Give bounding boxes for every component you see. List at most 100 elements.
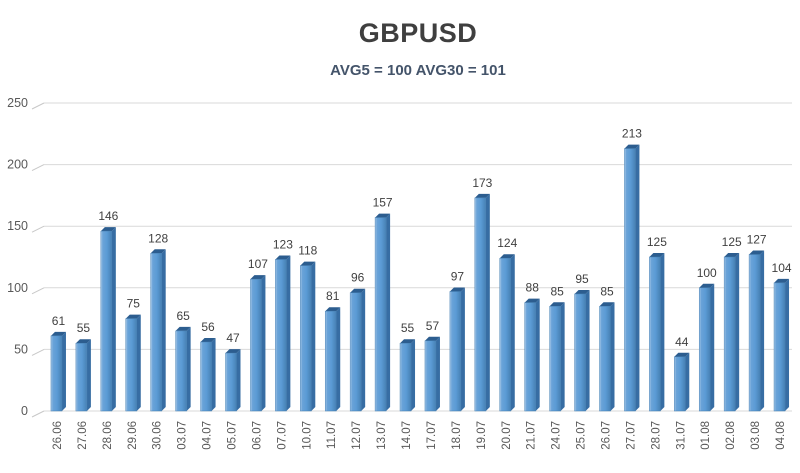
bar-side-face: [735, 253, 740, 411]
bar-top-face: [125, 314, 141, 319]
bar: [698, 287, 711, 412]
bar-top-face: [549, 302, 565, 307]
bar-side-face: [760, 250, 765, 411]
bar-top-face: [175, 326, 191, 331]
bar-value-label: 146: [98, 209, 118, 223]
bar: [100, 230, 113, 412]
bar-value-label: 61: [52, 314, 66, 328]
x-axis-tick-label: 07.07: [276, 421, 288, 450]
bar: [524, 302, 536, 412]
x-axis-tick-label: 21.07: [526, 421, 538, 450]
bar-value-label: 47: [226, 331, 240, 345]
chart-subtitle: AVG5 = 100 AVG30 = 101: [330, 62, 506, 79]
bar-side-face: [211, 338, 216, 411]
bar: [175, 330, 187, 412]
bar-side-face: [710, 283, 715, 411]
bar-side-face: [411, 339, 416, 411]
bar-side-face: [311, 261, 316, 411]
x-axis-tick-label: 04.07: [202, 421, 214, 450]
x-axis-tick-label: 14.07: [401, 421, 413, 450]
x-axis-tick-label: 24.07: [551, 421, 563, 450]
x-axis-tick-label: 05.07: [227, 421, 239, 450]
y-axis-tick-label: 0: [21, 404, 28, 418]
bar: [399, 342, 412, 412]
bar-value-label: 125: [647, 235, 667, 249]
bar-side-face: [336, 307, 341, 411]
bar-side-face: [610, 302, 615, 411]
bar-top-face: [649, 253, 665, 257]
bar-top-face: [50, 331, 66, 336]
bar: [649, 256, 661, 412]
bar: [75, 342, 88, 412]
bar-value-label: 127: [747, 233, 767, 247]
bar-side-face: [535, 298, 540, 411]
bar-value-label: 123: [273, 237, 293, 251]
bar-top-face: [100, 227, 116, 232]
bar-value-label: 213: [622, 127, 642, 141]
bar-value-label: 65: [176, 309, 190, 323]
bar-side-face: [785, 278, 790, 411]
bar-value-label: 100: [697, 266, 717, 280]
bar-side-face: [460, 287, 465, 411]
bar-top-face: [774, 278, 790, 283]
x-axis-tick-label: 25.07: [576, 421, 588, 450]
x-axis-tick-label: 28.06: [102, 421, 114, 450]
bar-value-label: 55: [77, 321, 91, 335]
bar-top-face: [499, 254, 515, 259]
bar: [424, 340, 437, 412]
bar-side-face: [111, 227, 116, 411]
bar-top-face: [474, 193, 490, 198]
bar-side-face: [485, 193, 490, 411]
bar: [748, 254, 761, 412]
gridlines: 0 50 100 150 200 250: [7, 96, 792, 418]
x-axis-tick-label: 06.07: [251, 421, 263, 450]
x-axis-labels: 26.06 27.06 28.06 29.06 30.06 03.07 04.07 05.07…: [52, 421, 787, 450]
x-axis-tick-label: 27.06: [77, 421, 89, 450]
bar-top-face: [350, 288, 366, 293]
bar-top-face: [400, 339, 416, 344]
bars: [50, 144, 790, 412]
bar-side-face: [435, 336, 440, 411]
bar-value-label: 125: [722, 235, 742, 249]
bar-value-label: 107: [248, 257, 268, 271]
bar: [225, 352, 237, 412]
x-axis-tick-label: 10.07: [301, 421, 313, 450]
x-axis-tick-label: 26.06: [52, 421, 64, 450]
bar-side-face: [86, 339, 91, 411]
bar-side-face: [136, 314, 141, 411]
bar-value-label: 56: [201, 320, 215, 334]
bar-top-face: [424, 336, 440, 341]
x-axis-tick-label: 04.08: [775, 421, 787, 450]
bar-side-face: [585, 289, 590, 411]
bar: [50, 335, 63, 412]
bar-value-label: 96: [351, 271, 365, 285]
bar-side-face: [660, 253, 665, 411]
bar-side-face: [361, 288, 366, 411]
bar: [150, 253, 162, 412]
bar-value-label: 81: [326, 289, 340, 303]
chart-title: GBPUSD: [358, 18, 478, 48]
bar-top-face: [724, 253, 740, 257]
x-axis-tick-label: 11.07: [326, 421, 338, 449]
bar: [474, 197, 487, 412]
bar-side-face: [161, 249, 166, 411]
bar-top-face: [749, 250, 765, 255]
bar: [599, 306, 611, 412]
x-axis-tick-label: 02.08: [725, 421, 737, 450]
bar-value-label: 95: [575, 272, 589, 286]
y-axis-tick-label: 250: [7, 96, 28, 110]
bar: [773, 282, 786, 412]
y-axis-tick-label: 150: [7, 219, 28, 233]
bar-top-face: [449, 287, 465, 292]
bar: [324, 310, 337, 412]
bar: [200, 341, 212, 412]
bar-value-label: 118: [298, 244, 317, 258]
x-axis-tick-label: 18.07: [451, 421, 463, 450]
x-axis-tick-label: 26.07: [601, 421, 613, 450]
bar-top-face: [674, 352, 690, 357]
x-axis-tick-label: 28.07: [650, 421, 662, 450]
bar: [624, 148, 636, 412]
bar-top-face: [699, 283, 715, 288]
x-axis-tick-label: 20.07: [501, 421, 513, 450]
